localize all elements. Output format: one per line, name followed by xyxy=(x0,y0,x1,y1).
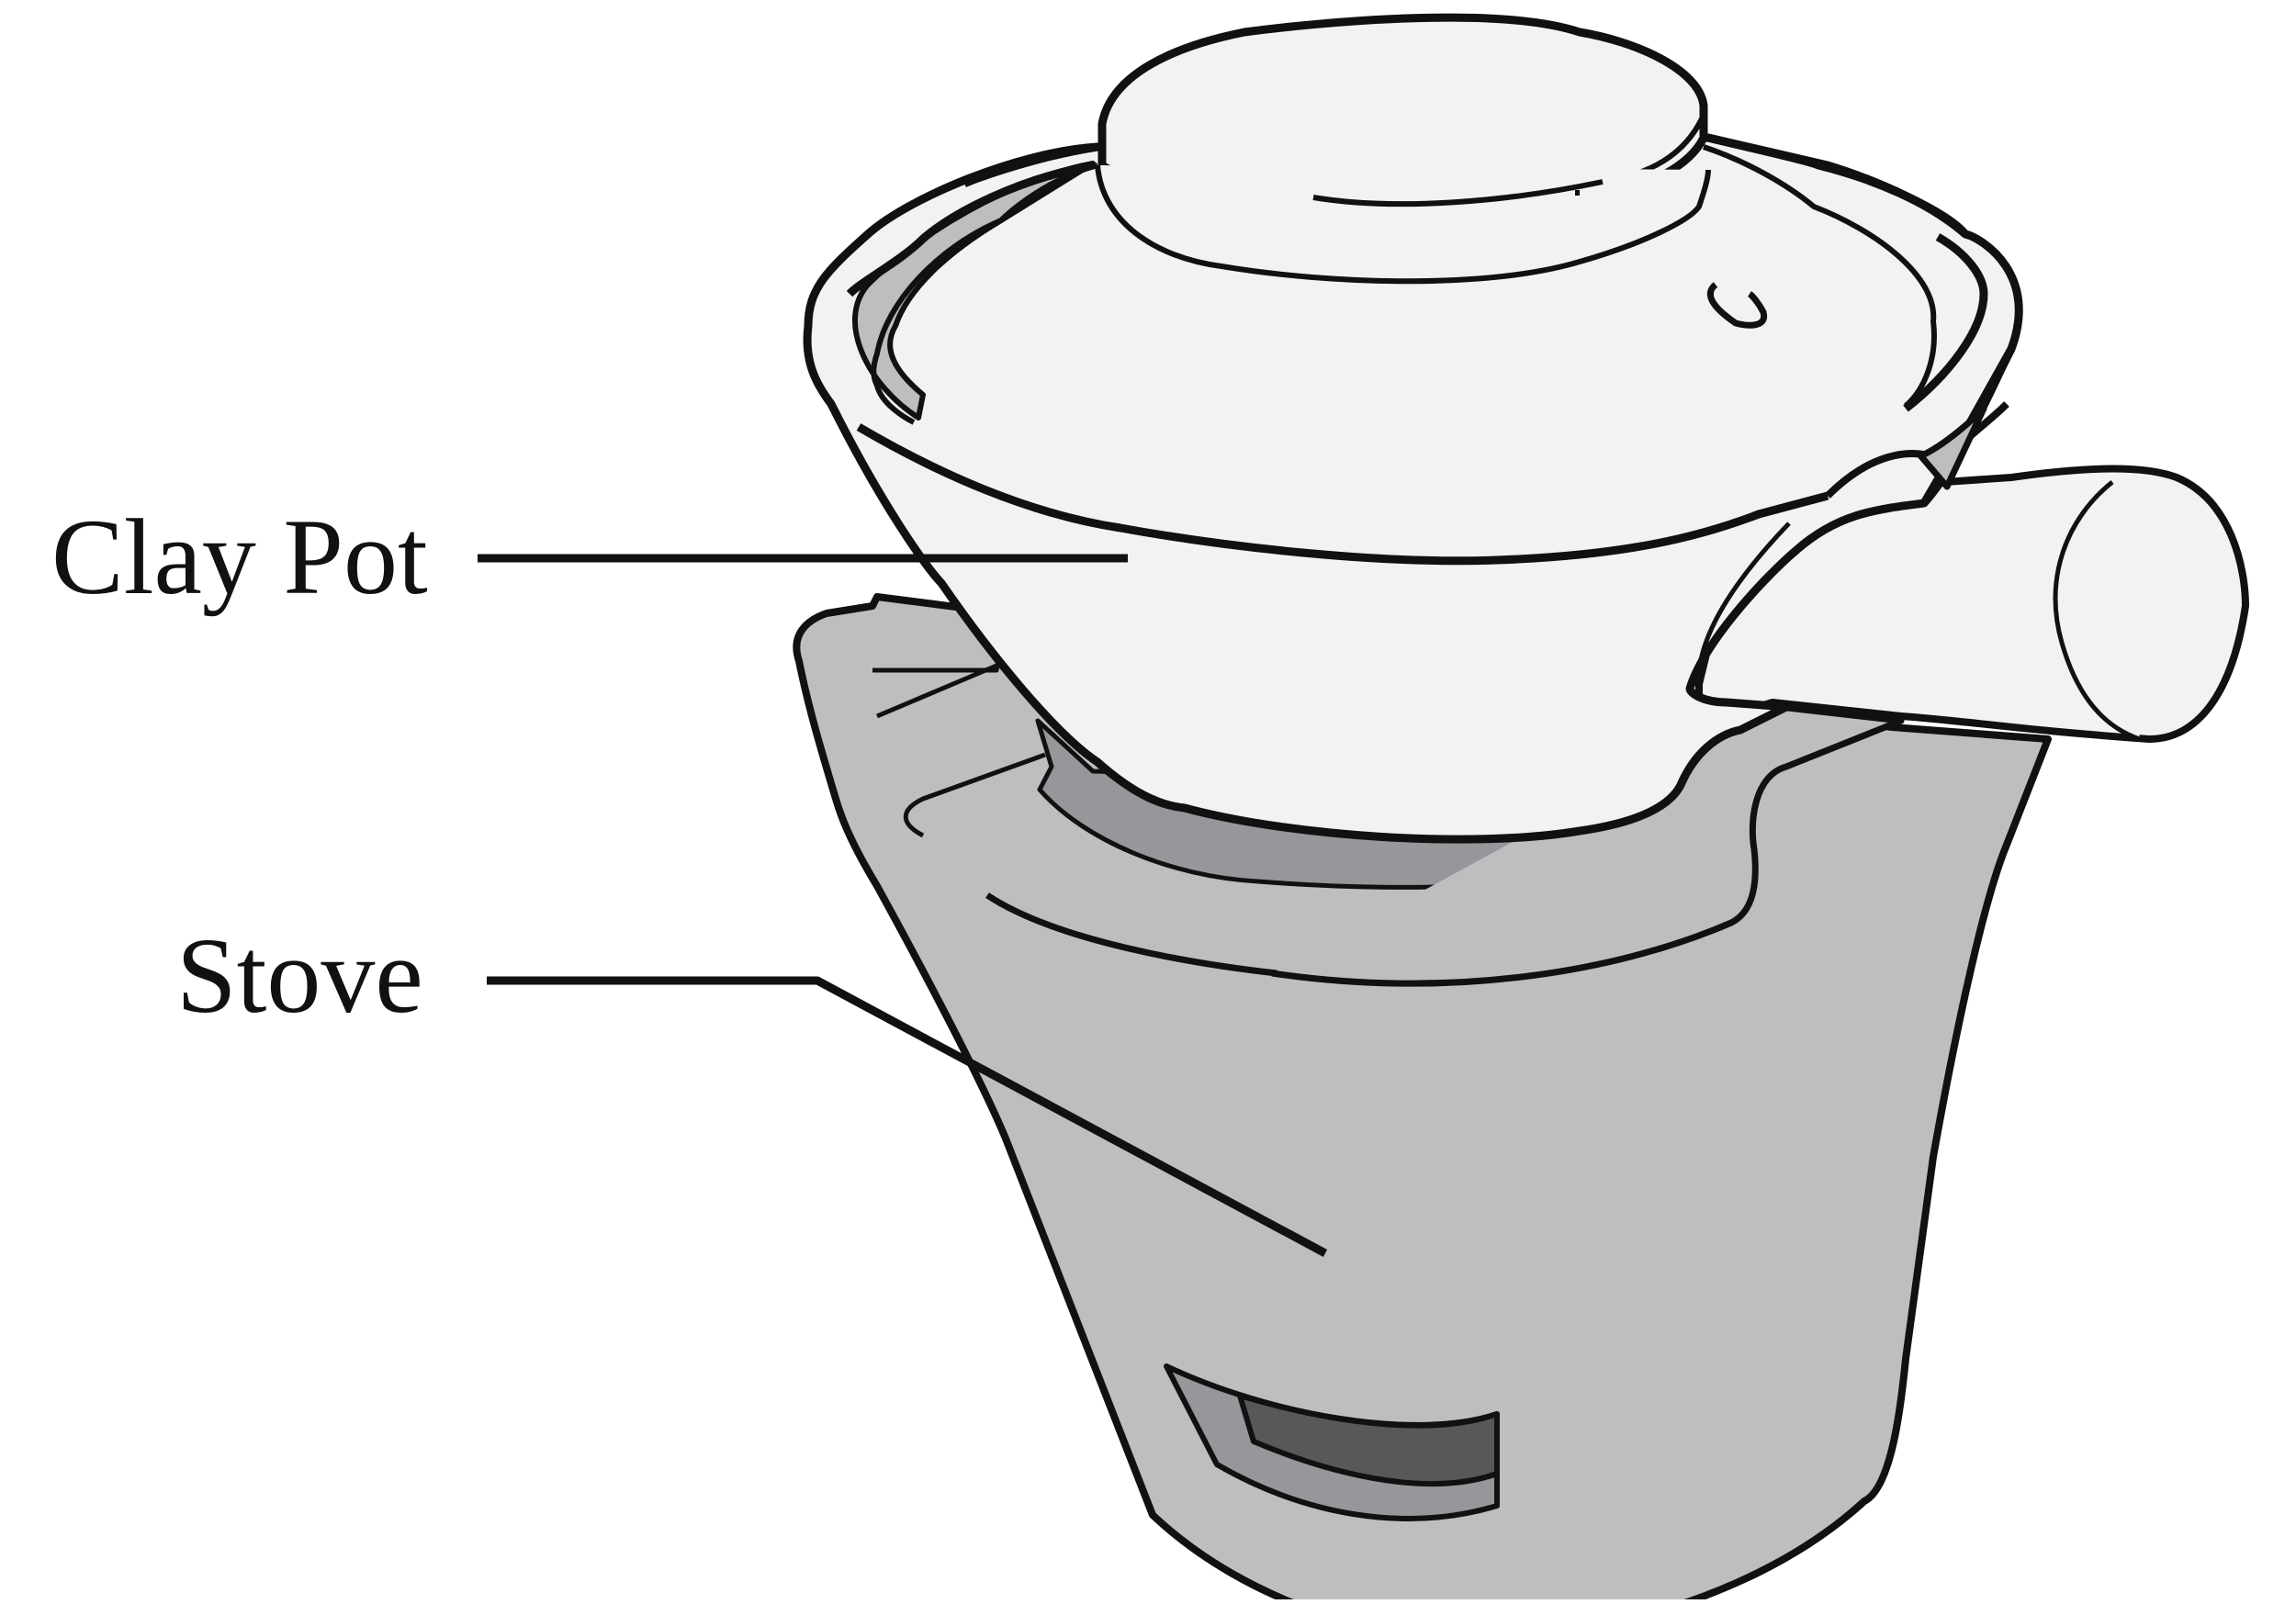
stove-vent-inner xyxy=(1237,1393,1500,1487)
stove xyxy=(793,593,2052,1604)
stove-leader-line xyxy=(487,976,1328,1257)
stove-label: Stove xyxy=(176,915,423,1036)
clay-pot-label: Clay Pot xyxy=(51,497,428,617)
clay-pot xyxy=(803,13,2249,844)
